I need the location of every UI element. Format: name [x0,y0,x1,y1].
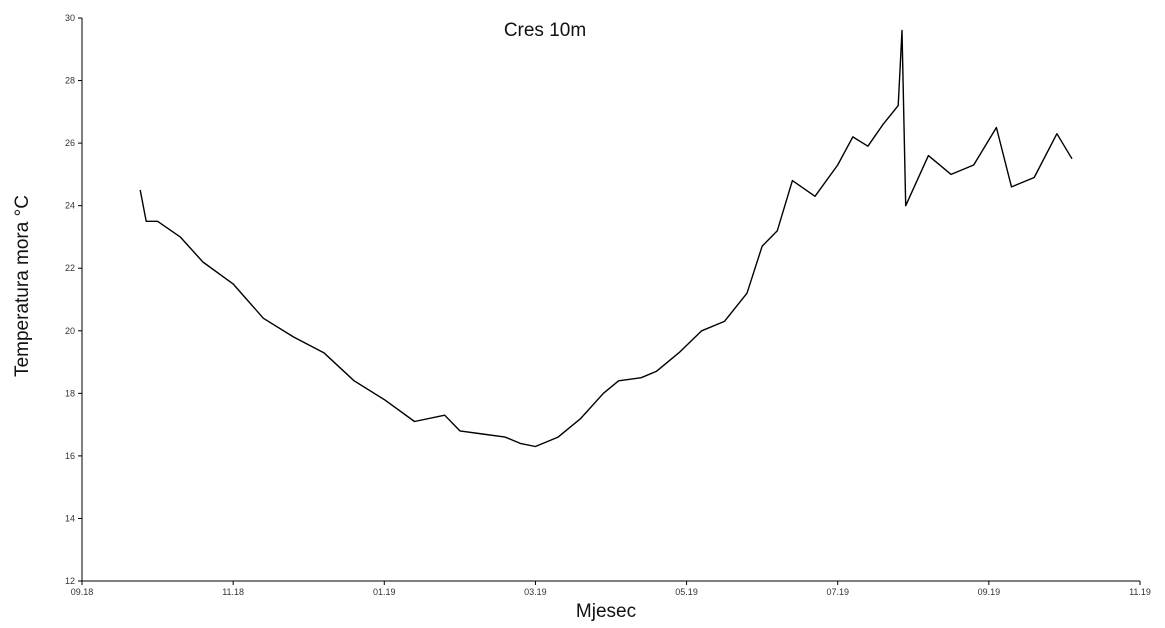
chart-title: Cres 10m [504,20,586,41]
y-tick-label: 28 [65,76,75,86]
x-tick-label: 11.19 [1129,587,1151,597]
y-tick-label: 26 [65,138,75,148]
y-tick-label: 24 [65,201,75,211]
x-tick-label: 03.19 [524,587,547,597]
axes [81,18,1140,582]
y-axis-ticks: 12 14 16 18 20 22 24 26 28 30 [65,13,82,586]
y-tick-label: 30 [65,13,75,23]
y-tick-label: 20 [65,326,75,336]
y-axis-title: Temperatura mora °C [12,195,33,377]
x-tick-label: 11.18 [222,587,244,597]
x-tick-label: 01.19 [373,587,396,597]
y-tick-label: 12 [65,576,75,586]
temperature-series-line [139,29,1073,448]
y-tick-label: 22 [65,263,75,273]
x-tick-label: 07.19 [826,587,849,597]
y-tick-label: 18 [65,388,75,398]
x-tick-label: 09.18 [71,587,94,597]
y-tick-label: 16 [65,451,75,461]
x-tick-label: 09.19 [978,587,1001,597]
x-axis-title: Mjesec [576,601,636,622]
y-tick-label: 14 [65,513,75,523]
x-tick-label: 05.19 [675,587,698,597]
x-axis-ticks: 09.18 11.18 01.19 03.19 05.19 07.19 09.19 11.19 [71,581,1151,597]
